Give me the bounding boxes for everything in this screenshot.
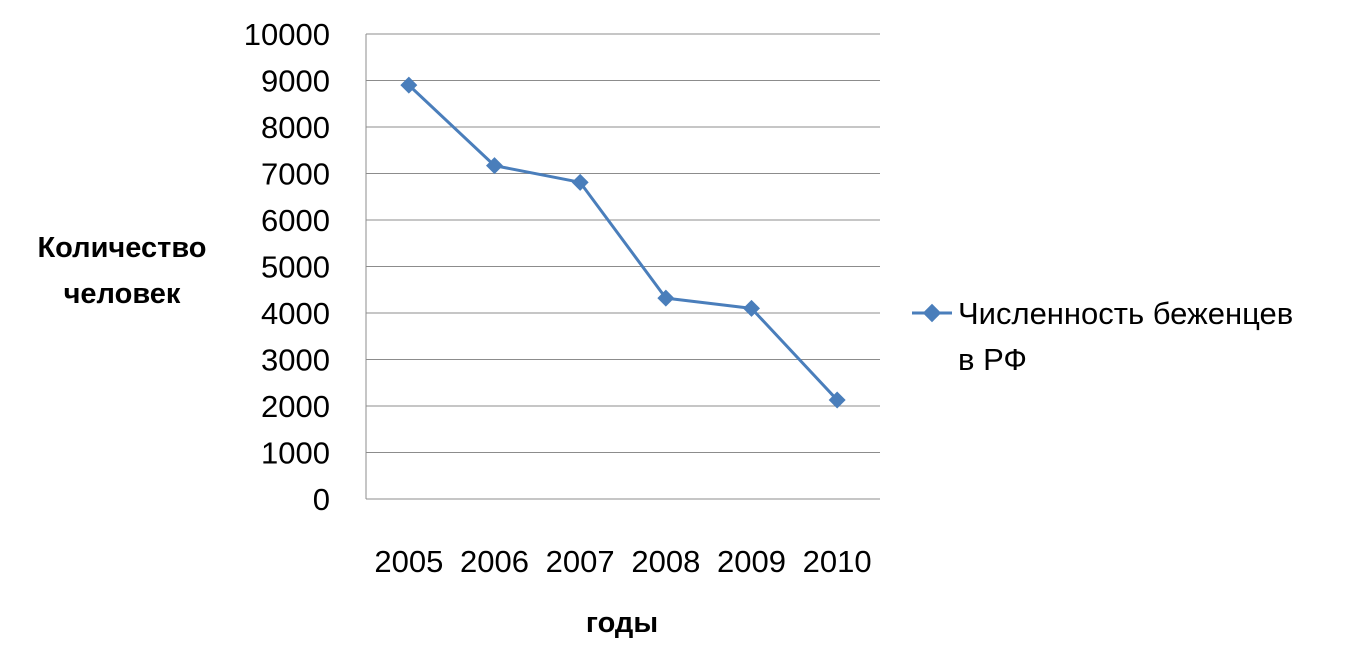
data-point [486,157,503,175]
data-point [743,299,760,317]
data-point [828,391,846,409]
y-tick-label: 5000 [261,250,330,285]
y-tick-label: 9000 [261,64,330,99]
legend-label-line-2: в РФ [958,342,1027,377]
y-tick-label: 6000 [261,203,330,238]
y-tick-label: 4000 [261,296,330,331]
x-axis-title: годы [586,607,658,639]
y-tick-label: 3000 [261,343,330,378]
x-tick-label: 2007 [546,544,615,579]
grid-lines [365,33,880,500]
y-tick-label: 10000 [244,17,330,52]
data-point [400,76,418,94]
x-tick-label: 2008 [631,544,700,579]
y-tick-label: 0 [313,482,330,517]
data-point [657,289,675,307]
y-tick-label: 1000 [261,436,330,471]
y-tick-label: 2000 [261,389,330,424]
legend-label-line-1: Численность беженцев [958,296,1293,331]
y-tick-label: 8000 [261,110,330,145]
y-axis-title-line-1: Количество [37,232,206,264]
x-tick-label: 2005 [374,544,443,579]
series-line [407,84,839,401]
x-tick-label: 2006 [460,544,529,579]
y-tick-label: 7000 [261,157,330,192]
legend: Численность беженцев в РФ [912,296,1293,377]
y-axis-title-line-2: человек [64,278,181,310]
x-tick-label: 2010 [803,544,872,579]
data-point [571,173,589,191]
legend-marker [922,303,942,323]
x-axis-ticks: 2005 2006 2007 2008 2009 2010 [374,544,871,579]
series-group [400,76,846,409]
y-axis-ticks: 0 1000 2000 3000 4000 5000 6000 7000 8000 9000 100… [244,17,330,517]
x-tick-label: 2009 [717,544,786,579]
